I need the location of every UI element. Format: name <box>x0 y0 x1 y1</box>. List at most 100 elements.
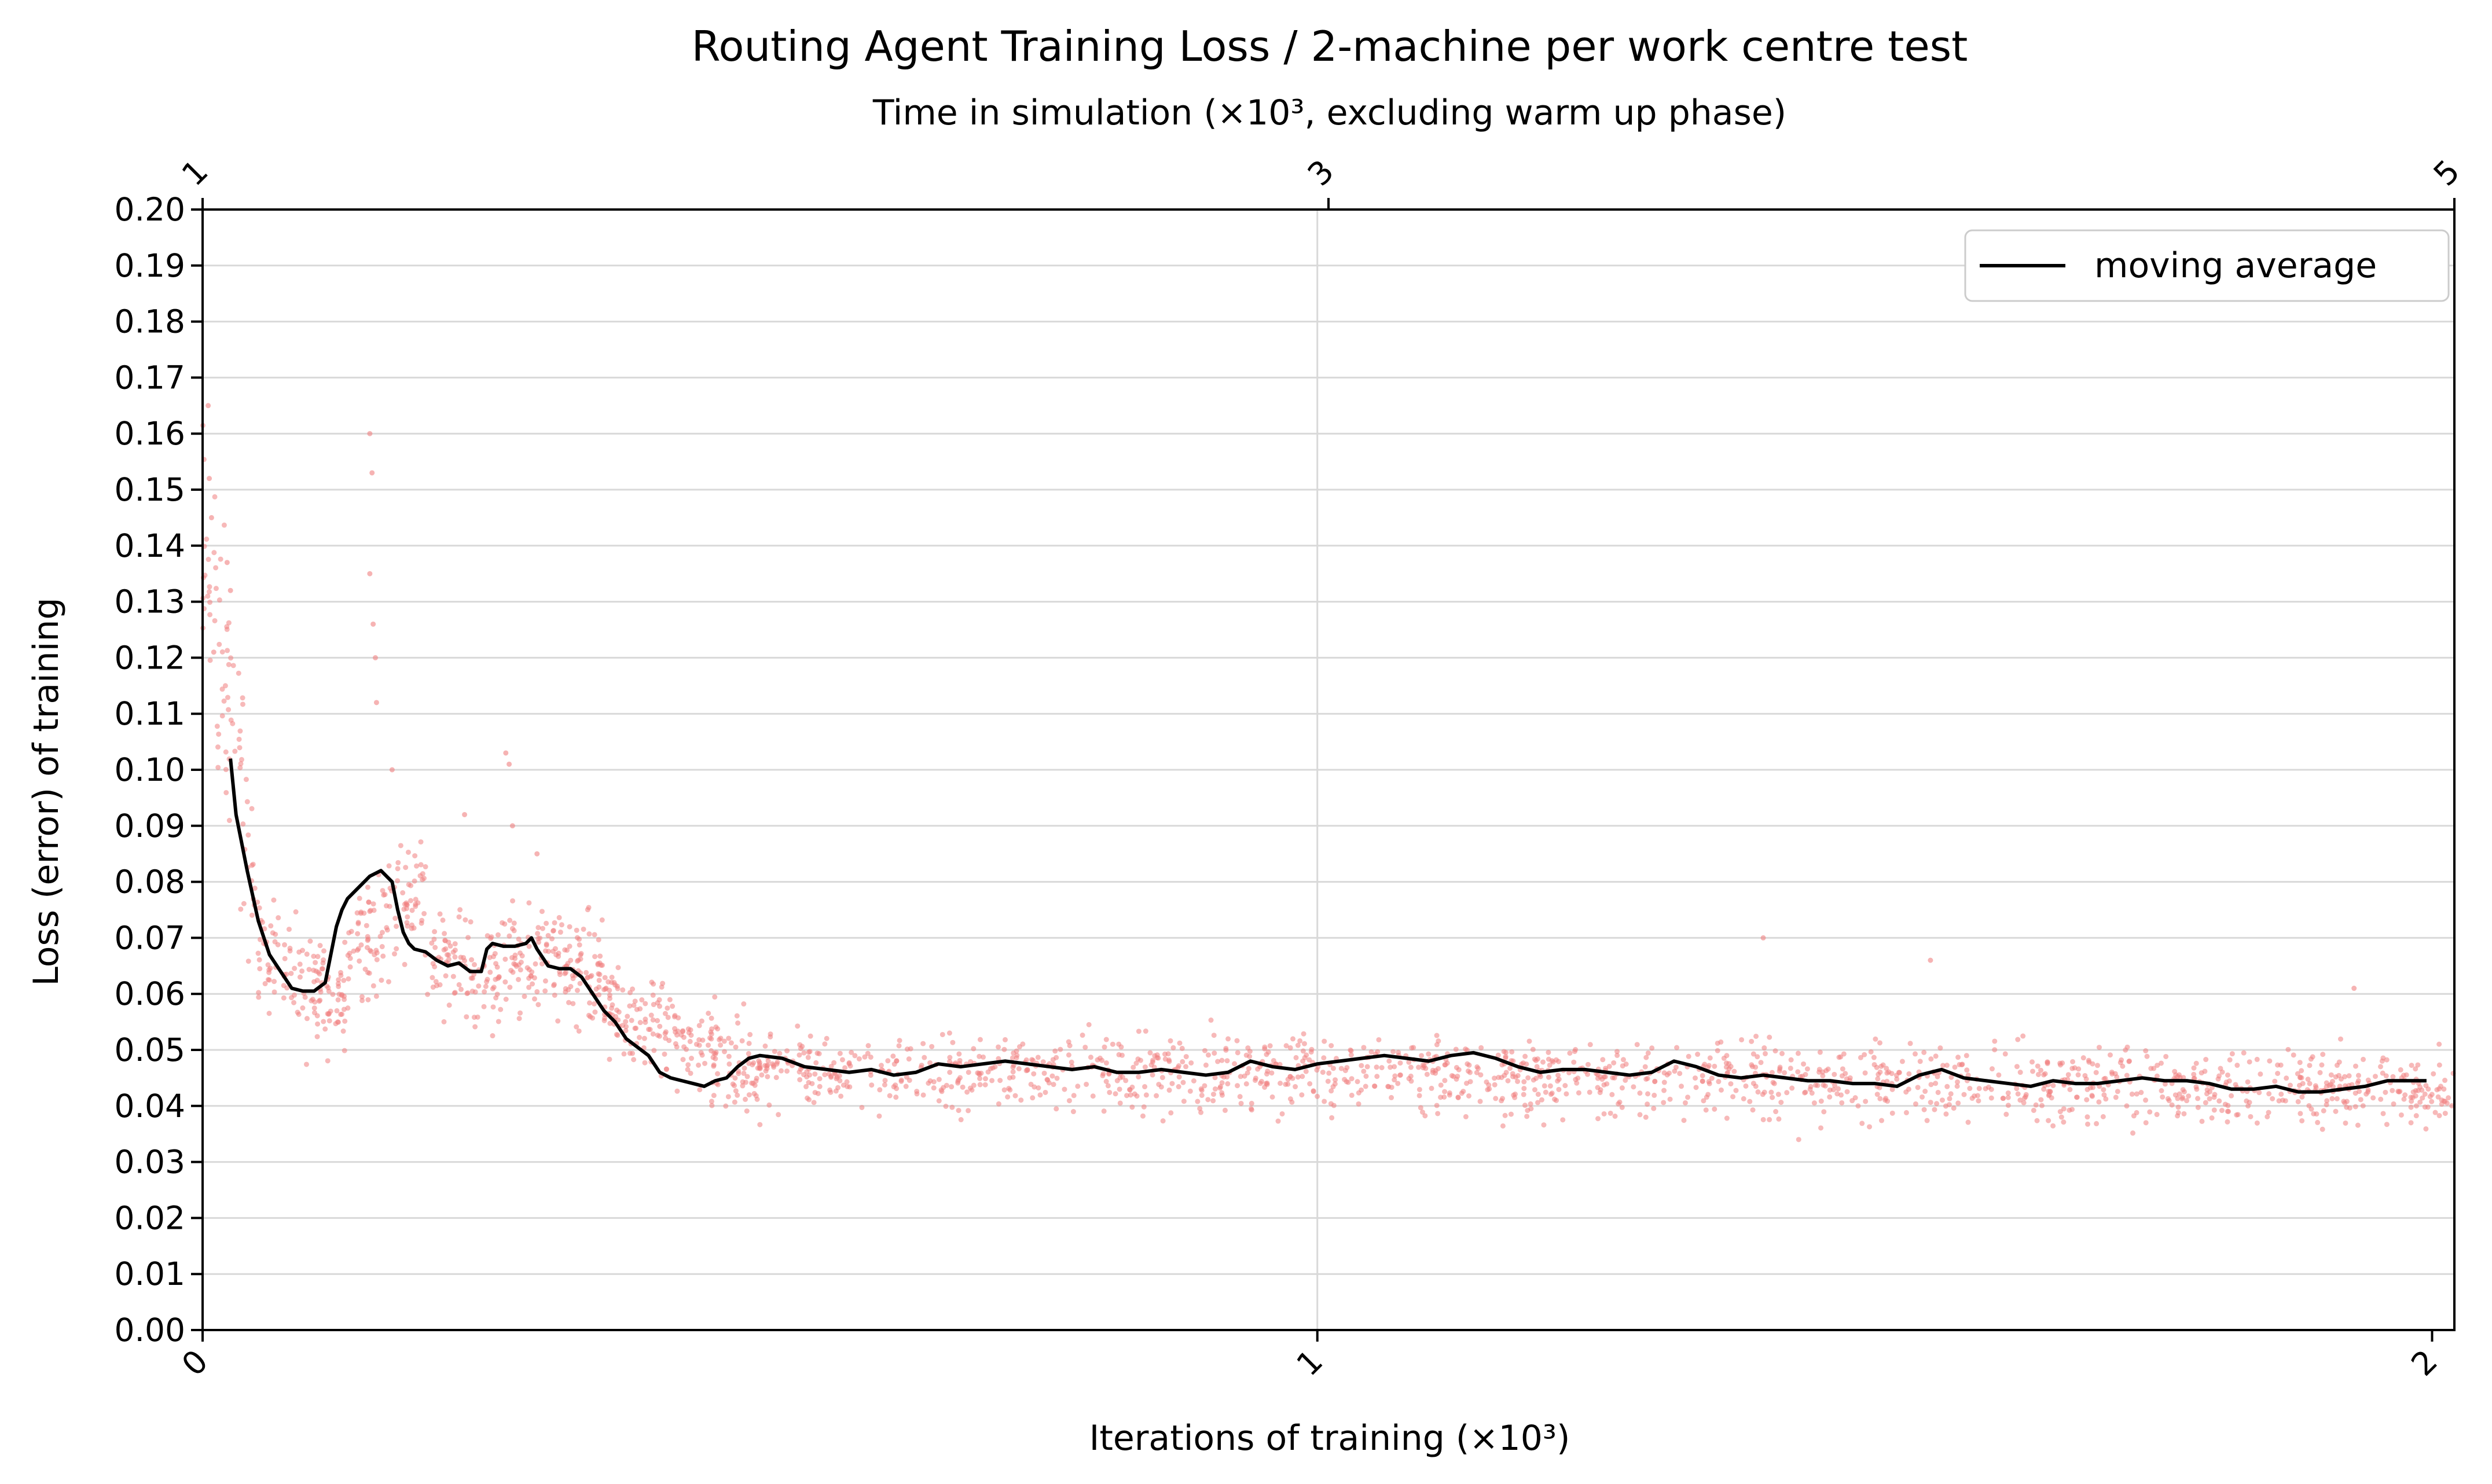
loss-point <box>1933 1053 1939 1059</box>
loss-point <box>1175 1065 1181 1071</box>
loss-point <box>1416 1093 1422 1099</box>
loss-point <box>1234 1038 1240 1044</box>
loss-point <box>256 990 262 996</box>
loss-point <box>2005 1094 2011 1100</box>
loss-point <box>311 1010 317 1016</box>
loss-point <box>1487 1086 1492 1092</box>
loss-point <box>1546 1049 1551 1055</box>
loss-point <box>539 909 545 914</box>
loss-point <box>2365 1087 2371 1093</box>
loss-point <box>317 943 323 949</box>
loss-point <box>762 1043 768 1049</box>
loss-point <box>413 903 419 909</box>
loss-point <box>2173 1072 2179 1078</box>
loss-point <box>1434 1042 1440 1048</box>
loss-point <box>1235 1050 1241 1056</box>
loss-point <box>773 1075 779 1081</box>
loss-point <box>510 969 516 975</box>
loss-point <box>212 618 218 623</box>
loss-point <box>1521 1079 1527 1085</box>
loss-point <box>1392 1073 1398 1079</box>
loss-point <box>844 1079 850 1085</box>
loss-point <box>1243 1081 1249 1087</box>
loss-point <box>287 948 293 954</box>
loss-point <box>1933 1081 1939 1086</box>
loss-point <box>552 982 557 987</box>
loss-point <box>817 1076 823 1082</box>
loss-point <box>1416 1086 1422 1092</box>
loss-point <box>314 1034 320 1039</box>
loss-point <box>293 909 299 915</box>
loss-point <box>1147 1050 1153 1056</box>
loss-point <box>964 1089 970 1095</box>
loss-point <box>2154 1112 2160 1118</box>
loss-point <box>1533 1057 1539 1063</box>
loss-point <box>1249 1107 1254 1113</box>
loss-point <box>768 1031 773 1037</box>
loss-point <box>512 952 518 958</box>
loss-point <box>1651 1105 1657 1111</box>
loss-point <box>1105 1083 1111 1089</box>
loss-point <box>432 929 438 935</box>
loss-point <box>1873 1036 1878 1042</box>
loss-point <box>1012 1093 1018 1099</box>
y-axis-title: Loss (error) of training <box>26 597 67 986</box>
loss-point <box>338 1012 344 1018</box>
loss-point <box>1631 1084 1636 1090</box>
loss-point <box>1049 1073 1055 1079</box>
loss-point <box>2298 1111 2303 1116</box>
loss-point <box>1029 1057 1035 1063</box>
loss-point <box>1921 1107 1927 1112</box>
loss-point <box>1552 1096 1558 1102</box>
loss-point <box>1899 1059 1905 1064</box>
loss-point <box>726 1035 732 1041</box>
loss-point <box>2254 1120 2260 1126</box>
loss-point <box>762 1063 768 1068</box>
loss-point <box>351 948 357 954</box>
loss-point <box>865 1043 871 1049</box>
loss-point <box>674 1044 680 1050</box>
loss-point <box>2021 1100 2027 1105</box>
loss-point <box>1212 1050 1217 1056</box>
loss-point <box>342 997 347 1002</box>
loss-point <box>2436 1041 2442 1047</box>
loss-point <box>1463 1046 1469 1052</box>
loss-point <box>238 761 244 766</box>
loss-point <box>615 965 621 971</box>
loss-point <box>502 956 508 962</box>
loss-point <box>1948 1074 1954 1080</box>
loss-point <box>2295 1099 2301 1104</box>
loss-point <box>347 950 353 956</box>
loss-point <box>408 898 414 903</box>
loss-point <box>256 957 262 963</box>
loss-point <box>1952 1064 1958 1070</box>
loss-point <box>977 1075 983 1081</box>
loss-point <box>2324 1080 2329 1086</box>
loss-point <box>741 1070 747 1076</box>
loss-point <box>1859 1121 1865 1126</box>
loss-point <box>869 1082 875 1088</box>
loss-point <box>2402 1092 2408 1098</box>
loss-point-outlier <box>507 761 512 767</box>
loss-point <box>2130 1130 2136 1136</box>
loss-point <box>1359 1087 1364 1093</box>
loss-point <box>2234 1063 2240 1068</box>
loss-point <box>812 1071 818 1077</box>
loss-point <box>555 1018 561 1024</box>
loss-point <box>1007 1087 1013 1093</box>
loss-point <box>374 950 380 956</box>
loss-point <box>1066 1052 1071 1058</box>
loss-point <box>1162 1051 1168 1057</box>
loss-point <box>458 986 464 992</box>
loss-point <box>226 818 232 824</box>
loss-point <box>1528 1106 1534 1112</box>
loss-point <box>2284 1075 2289 1081</box>
loss-point <box>1215 1059 1221 1064</box>
loss-point <box>213 586 219 592</box>
loss-point <box>662 1051 667 1057</box>
loss-point <box>216 731 222 737</box>
loss-point <box>947 1055 953 1060</box>
loss-point <box>2328 1072 2334 1078</box>
loss-point <box>734 1013 740 1019</box>
loss-point <box>2101 1092 2107 1098</box>
